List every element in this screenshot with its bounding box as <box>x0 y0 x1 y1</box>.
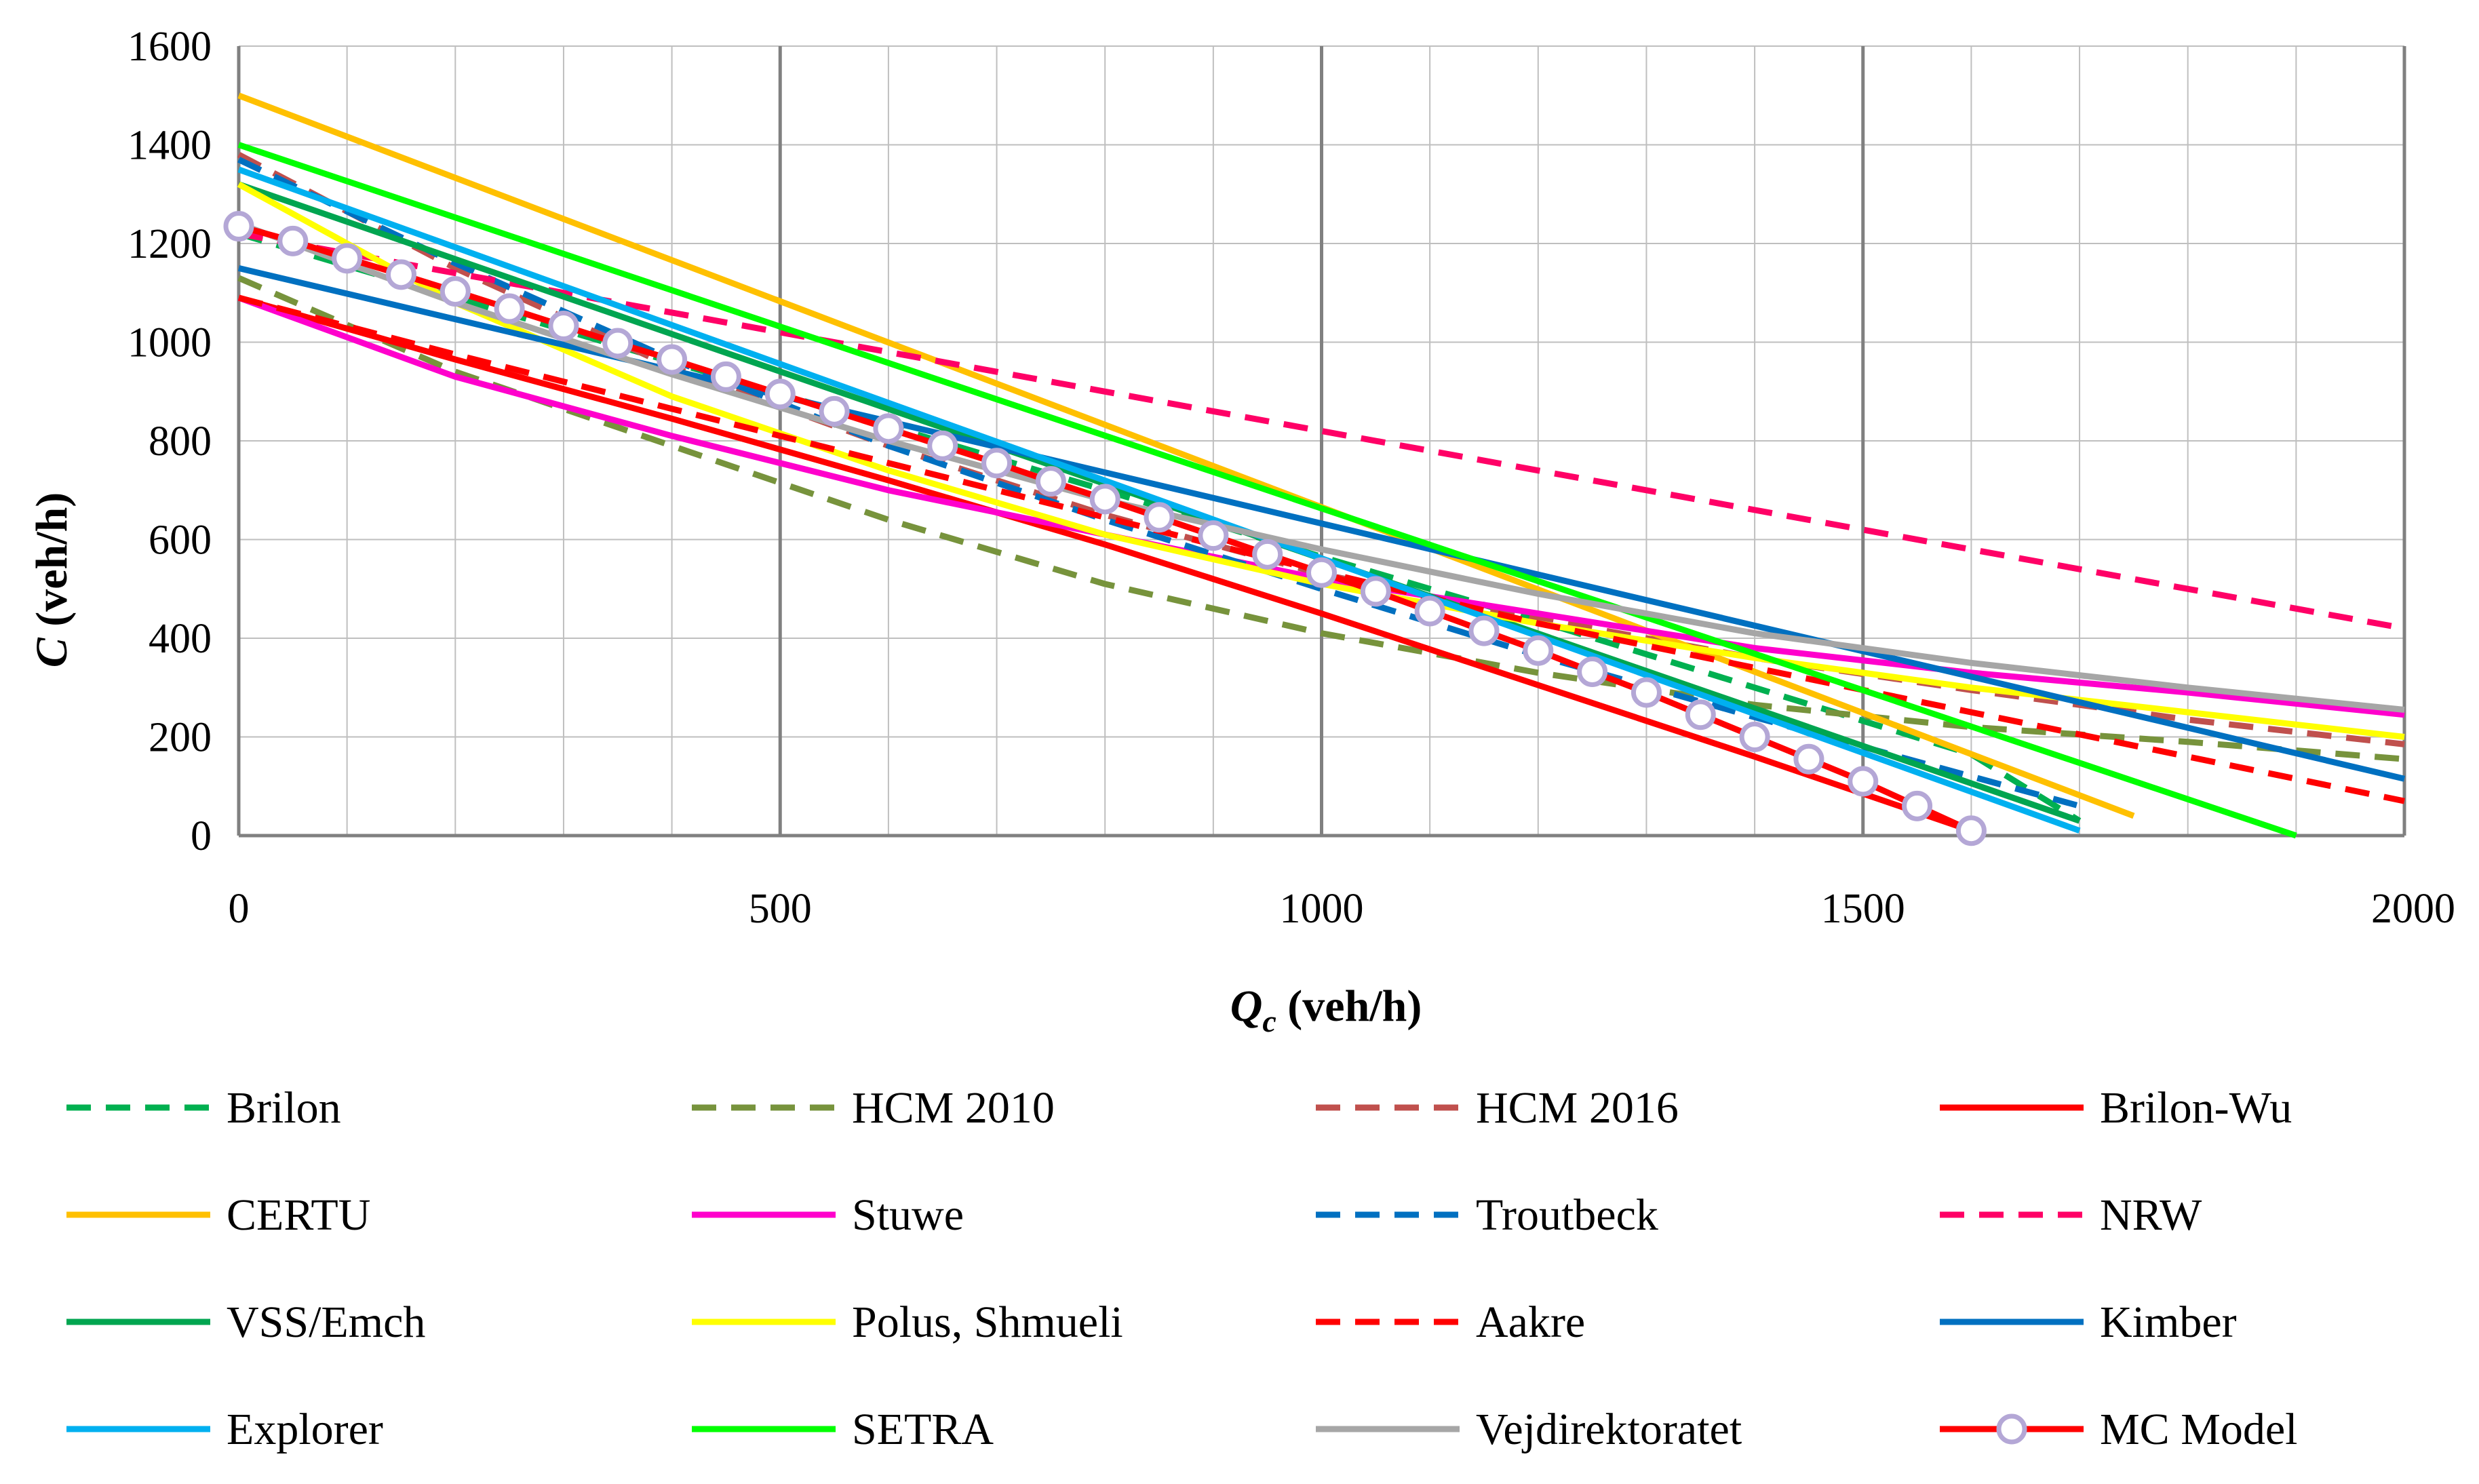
mc-model-point <box>440 276 471 307</box>
mc-model-point <box>1089 484 1120 515</box>
legend-label-certu: CERTU <box>227 1190 370 1240</box>
y-tick-label: 0 <box>191 813 212 859</box>
mc-model-point <box>1793 743 1824 775</box>
legend-label-mc-model: MC Model <box>2100 1405 2298 1454</box>
series-line-certu <box>237 92 2135 819</box>
legend-label-vss-emch: VSS/Emch <box>227 1297 425 1347</box>
x-tick-label: 1000 <box>1280 886 1364 932</box>
mc-model-point <box>927 430 958 461</box>
y-tick-labels: 0 200 400 600 800 1000 1200 1400 1600 <box>128 24 212 859</box>
legend-marker-mc-model <box>1996 1413 2027 1445</box>
axes <box>237 46 2404 838</box>
mc-model-point <box>819 395 850 427</box>
legend-label-nrw: NRW <box>2100 1190 2202 1240</box>
mc-model-point <box>223 211 254 242</box>
mc-model-point <box>1360 576 1391 607</box>
y-tick-label: 200 <box>149 715 212 761</box>
legend-label-brilon: Brilon <box>227 1083 341 1133</box>
mc-model-point <box>1414 595 1445 627</box>
y-tick-label: 1600 <box>128 24 212 70</box>
series-line-brilon-wu <box>237 294 1972 834</box>
y-tick-label: 1000 <box>128 320 212 366</box>
y-tick-label: 600 <box>149 518 212 564</box>
mc-model-point <box>873 413 904 444</box>
legend-label-stuwe: Stuwe <box>852 1190 964 1240</box>
legend-label-setra: SETRA <box>852 1405 994 1454</box>
mc-model-point <box>710 361 741 392</box>
mc-model-point <box>657 344 688 375</box>
mc-model-point <box>1577 656 1608 687</box>
legend-label-kimber: Kimber <box>2100 1297 2237 1347</box>
legend-label-hcm-2010: HCM 2010 <box>852 1083 1055 1133</box>
mc-model-point <box>1902 790 1933 821</box>
y-axis-title: C (veh/h) <box>27 492 77 668</box>
mc-model-point <box>1306 557 1337 588</box>
x-tick-label: 1500 <box>1821 886 1905 932</box>
mc-model-point <box>1848 766 1879 797</box>
y-tick-label: 800 <box>149 418 212 465</box>
x-tick-label: 500 <box>749 886 812 932</box>
mc-model-point <box>1198 520 1229 551</box>
mc-model-point <box>1468 615 1500 646</box>
mc-model-point <box>385 259 416 290</box>
legend: Brilon HCM 2010 HCM 2016 Brilon-Wu CERTU Stuw… <box>66 1083 2298 1454</box>
x-tick-label: 2000 <box>2371 886 2455 932</box>
mc-model-point <box>1252 539 1283 570</box>
series-line-vejdirektoratet <box>237 220 2405 713</box>
legend-label-aakre: Aakre <box>1476 1297 1585 1347</box>
series-line-hcm-2010 <box>237 275 2405 762</box>
marker-layer <box>223 211 1987 846</box>
legend-label-brilon-wu: Brilon-Wu <box>2100 1083 2292 1133</box>
legend-label-hcm-2016: HCM 2016 <box>1476 1083 1679 1133</box>
legend-label-explorer: Explorer <box>227 1405 383 1454</box>
mc-model-point <box>1523 635 1554 666</box>
y-tick-label: 1200 <box>128 221 212 267</box>
y-tick-label: 1400 <box>128 123 212 169</box>
mc-model-point <box>548 310 579 341</box>
x-tick-label: 0 <box>229 886 250 932</box>
mc-model-point <box>277 225 309 256</box>
y-tick-label: 400 <box>149 616 212 662</box>
series-line-setra <box>237 142 2297 839</box>
mc-model-point <box>332 243 363 274</box>
legend-label-troutbeck: Troutbeck <box>1476 1190 1658 1240</box>
legend-label-polus-shmueli: Polus, Shmueli <box>852 1297 1123 1347</box>
mc-model-point <box>1144 502 1175 533</box>
series-line-explorer <box>237 166 2081 834</box>
mc-model-point <box>981 448 1013 479</box>
mc-model-point <box>764 378 796 410</box>
mc-model-point <box>1955 815 1987 846</box>
legend-label-vejdirektoratet: Vejdirektoratet <box>1476 1405 1742 1454</box>
mc-model-point <box>1035 466 1066 497</box>
mc-model-point <box>1631 677 1662 708</box>
x-axis-title: Qc (veh/h) <box>1230 981 1422 1038</box>
mc-model-point <box>494 293 525 324</box>
mc-model-point <box>1739 722 1770 752</box>
mc-model-point <box>602 328 633 359</box>
mc-model-point <box>1685 699 1716 730</box>
x-tick-labels: 0 500 1000 1500 2000 <box>229 886 2456 932</box>
